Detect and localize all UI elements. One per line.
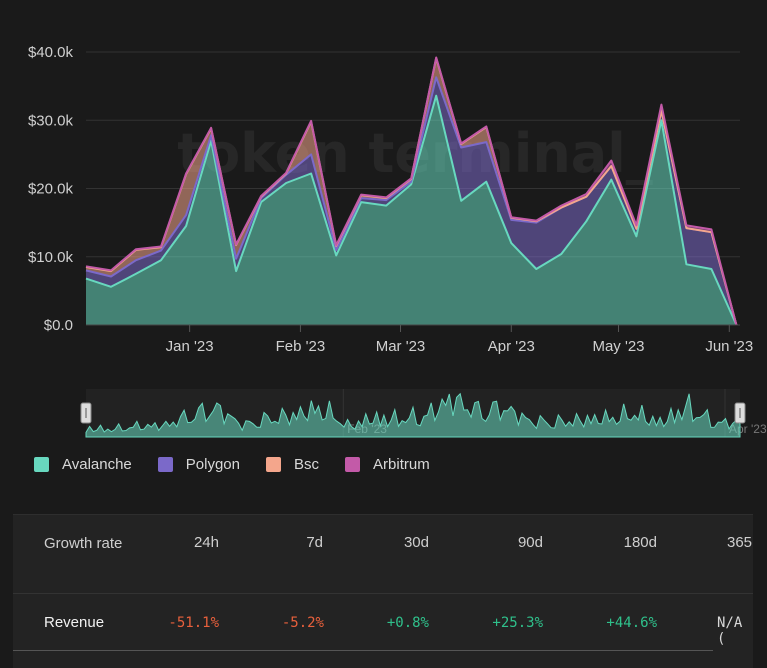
row-label-revenue: Revenue: [44, 614, 105, 631]
y-tick-label: $20.0k: [28, 181, 74, 198]
x-tick-label: Jun '23: [705, 338, 753, 355]
legend-label-polygon: Polygon: [185, 456, 240, 473]
legend-swatch-polygon: [157, 457, 173, 472]
col-365d[interactable]: 365: [727, 534, 753, 551]
col-24h[interactable]: 24h: [193, 534, 219, 551]
area-avalanche: [86, 95, 737, 325]
col-90d[interactable]: 90d: [517, 534, 543, 551]
legend-label-avalanche: Avalanche: [62, 456, 132, 473]
chart-legend: Avalanche Polygon Bsc Arbitrum: [34, 456, 456, 473]
navigator-area: [85, 392, 741, 438]
legend-item-avalanche[interactable]: Avalanche: [34, 456, 132, 473]
legend-item-arbitrum[interactable]: Arbitrum: [345, 456, 430, 473]
legend-item-polygon[interactable]: Polygon: [157, 456, 240, 473]
table-header: Growth rate 24h 7d 30d 90d 180d 365: [13, 515, 753, 594]
legend-swatch-bsc: [266, 457, 281, 472]
growth-rate-table: Growth rate 24h 7d 30d 90d 180d 365 Reve…: [13, 514, 753, 668]
revenue-90d: +25.3%: [492, 615, 543, 631]
legend-swatch-avalanche: [34, 457, 49, 472]
revenue-7d: -5.2%: [281, 615, 324, 631]
y-tick-label: $30.0k: [28, 112, 74, 129]
revenue-24h: -51.1%: [168, 615, 219, 631]
line-avalanche: [85, 94, 738, 326]
legend-label-bsc: Bsc: [294, 456, 320, 473]
revenue-365d: N/A (: [717, 615, 743, 647]
x-tick-label: Apr '23: [488, 338, 535, 355]
y-tick-label: $10.0k: [28, 249, 74, 266]
legend-swatch-arbitrum: [345, 457, 361, 472]
legend-label-arbitrum: Arbitrum: [373, 456, 430, 473]
growth-rate-label: Growth rate: [44, 535, 123, 552]
y-tick-label: $40.0k: [28, 44, 74, 61]
line-arbitrum: [85, 56, 738, 326]
revenue-180d: +44.6%: [606, 615, 657, 631]
col-30d[interactable]: 30d: [403, 534, 429, 551]
table-divider: [13, 650, 713, 651]
x-tick-label: May '23: [592, 338, 644, 355]
x-tick-label: Jan '23: [166, 338, 214, 355]
table-row-revenue: Revenue -51.1% -5.2% +0.8% +25.3% +44.6%…: [13, 594, 753, 654]
x-tick-label: Feb '23: [276, 338, 326, 355]
y-tick-label: $0.0: [44, 317, 73, 334]
legend-item-bsc[interactable]: Bsc: [266, 456, 319, 473]
col-180d[interactable]: 180d: [623, 534, 657, 551]
revenue-30d: +0.8%: [386, 615, 429, 631]
col-7d[interactable]: 7d: [306, 534, 323, 551]
x-tick-label: Mar '23: [376, 338, 426, 355]
